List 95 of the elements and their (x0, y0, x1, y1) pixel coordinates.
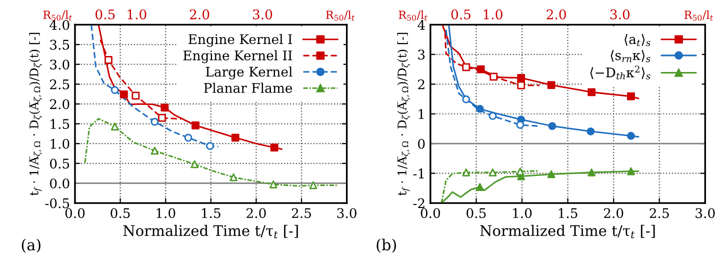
point (516, 168, 524, 176)
point (517, 74, 526, 82)
x2-tick-label: 0.5 (96, 9, 115, 20)
x2-axis-title: R$_{50}$/l$_{t}$ (684, 10, 714, 21)
point (150, 118, 159, 126)
x-tick-label: 0.5 (466, 208, 486, 218)
y-tick-label: 3.0 (50, 60, 70, 70)
point (190, 160, 199, 168)
x2-tick-label: 1.0 (128, 9, 146, 20)
text: t$_{f}$ · 1/A̅$_{ζ,Ω}$ · D$_{ζ}$(A̅$_{ζ,Ω}$)/D$_{ζ}$(t) [-] (29, 32, 42, 196)
point (160, 104, 169, 112)
point (476, 65, 485, 74)
y-tick-label: -1 (413, 168, 424, 178)
legend-label: Engine Kernel I (188, 34, 292, 47)
point (192, 121, 200, 130)
point (120, 90, 128, 98)
legend-label: Planar Flame (204, 82, 292, 93)
point (476, 104, 484, 113)
x-tick-label: 0.5 (110, 208, 130, 218)
y-tick-label: 0.0 (50, 178, 70, 188)
point (269, 180, 278, 188)
x-tick-label: 3.0 (696, 208, 715, 218)
point (110, 122, 119, 131)
point (548, 122, 556, 130)
y-tick-label: 0 (418, 138, 425, 149)
point (309, 181, 318, 190)
y-tick-label: 2.0 (50, 99, 70, 110)
y-tick-label: -2 (413, 198, 424, 208)
legend-label: ⟨s$_{rn}$κ⟩$_{s}$ (610, 50, 650, 62)
point (517, 81, 526, 90)
point (488, 112, 497, 120)
text: R$_{50}$/l$_{t}$ (398, 10, 428, 21)
point (588, 168, 596, 176)
x2-tick-label: 1.0 (484, 9, 502, 20)
point (158, 114, 166, 122)
point (476, 183, 484, 191)
text: t$_{f}$ · 1/A̅$_{ζ,Ω}$ · D$_{ζ}$(A̅$_{ζ,Ω}$)/D$_{ζ}$(t) [-] (397, 32, 410, 196)
y-tick-label: 0.5 (50, 158, 70, 169)
x2-tick-label: 0.5 (451, 9, 470, 20)
x-tick-label: 2.0 (246, 208, 266, 218)
x-tick-label: 1.0 (156, 208, 176, 218)
x-tick-label: 1.5 (202, 208, 220, 218)
point (547, 170, 556, 178)
text: (a) (22, 238, 40, 253)
point (230, 173, 238, 182)
point (488, 168, 497, 176)
text: R$_{50}$/l$_{t}$ (43, 10, 72, 21)
x-tick-label: 2.0 (604, 208, 624, 218)
x-tick-label: 3.0 (337, 208, 356, 218)
y-tick-label: 1 (418, 109, 424, 119)
y-tick-label: 3.5 (50, 40, 70, 50)
x2-tick-label: 2.0 (190, 9, 210, 20)
point (627, 92, 635, 100)
point (490, 72, 498, 81)
legend-label: ⟨a$_{t}$⟩$_{s}$ (624, 34, 650, 46)
x-axis-title: Normalized Time t/τ$_{t}$ [-] (480, 224, 655, 238)
text: (b) (376, 238, 396, 253)
point (104, 56, 112, 64)
y-tick-label: 4.0 (50, 20, 70, 30)
x2-tick-label: 3.0 (610, 9, 630, 20)
point (516, 120, 524, 129)
point (132, 92, 140, 100)
point (547, 81, 556, 90)
y-tick-label: 2 (418, 79, 424, 90)
point (206, 142, 214, 150)
x-tick-label: 1.0 (513, 208, 532, 218)
y-tick-label: 2.5 (50, 79, 70, 90)
x-tick-label: 2.5 (292, 208, 311, 218)
y-tick-label: -0.5 (45, 198, 70, 208)
x-tick-label: 1.5 (558, 208, 578, 218)
y-tick-label: 4 (418, 20, 425, 30)
point (586, 127, 595, 136)
x2-tick-label: 2.0 (546, 9, 566, 20)
point (588, 88, 596, 96)
point (150, 146, 159, 155)
x2-axis-title: R$_{50}$/l$_{t}$ (326, 10, 355, 21)
legend-label: ⟨−D$_{th}$κ$^{2}$⟩$_{s}$ (590, 66, 650, 80)
y-tick-label: 3 (418, 50, 425, 60)
x-axis-title: Normalized Time t/τ$_{t}$ [-] (123, 224, 298, 238)
point (462, 95, 470, 104)
legend-label: Large Kernel (206, 66, 292, 80)
point (627, 167, 635, 176)
point (627, 132, 635, 140)
point (184, 134, 192, 142)
point (462, 168, 470, 176)
x-tick-label: 2.5 (650, 208, 669, 218)
point (110, 86, 119, 94)
point (270, 144, 278, 152)
y-tick-label: 1.0 (50, 138, 70, 149)
x2-tick-label: 3.0 (253, 9, 272, 20)
point (462, 63, 470, 72)
y-tick-label: 1.5 (50, 119, 70, 129)
point (231, 134, 240, 142)
x-tick-label: 0.0 (65, 208, 85, 218)
legend-label: Engine Kernel II (183, 50, 292, 64)
